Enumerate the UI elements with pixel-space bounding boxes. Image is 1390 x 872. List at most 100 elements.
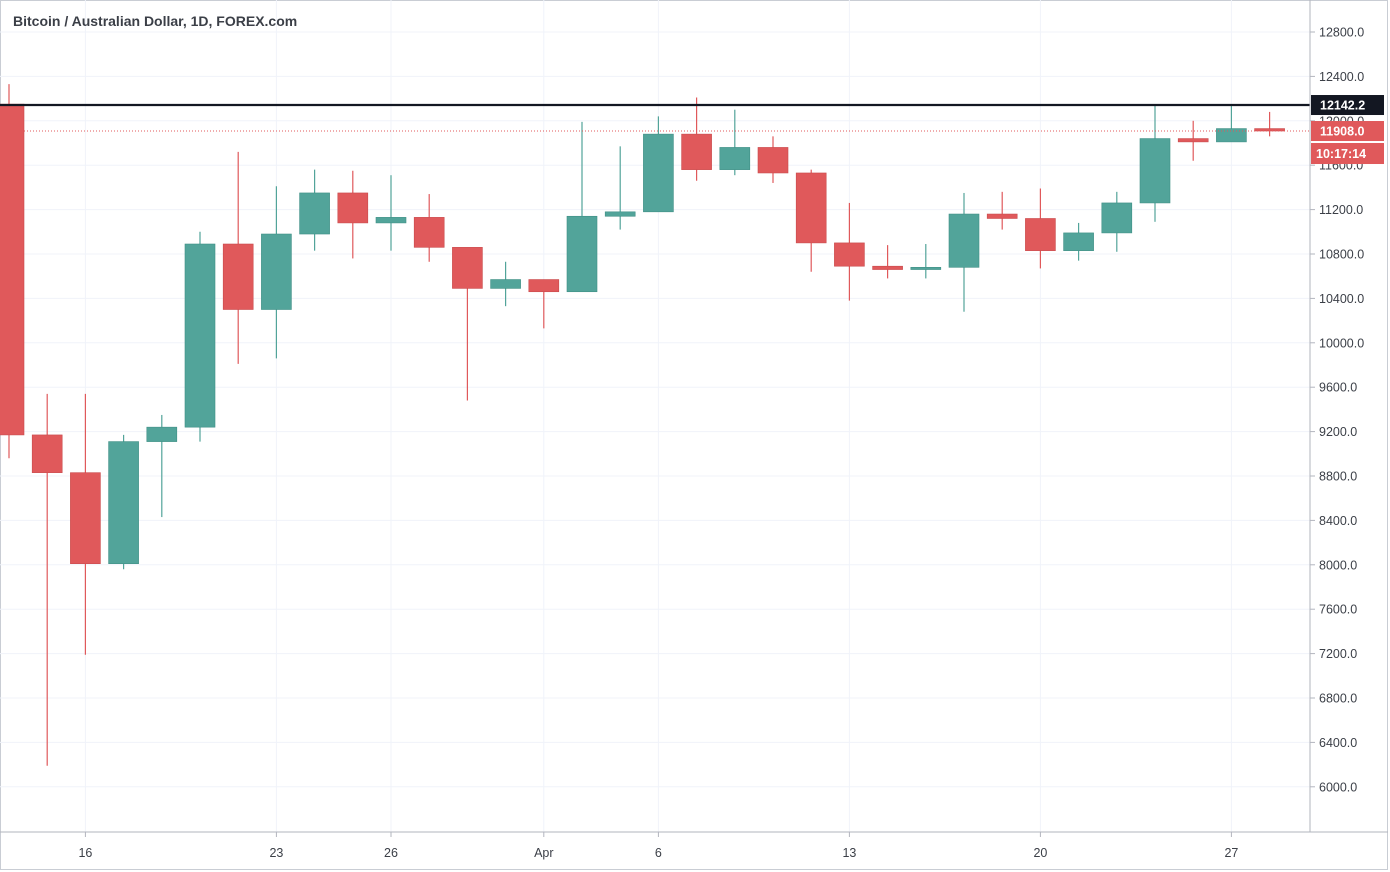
x-tick-label: 27 [1224, 846, 1238, 860]
candle[interactable] [872, 245, 903, 279]
candle-body [70, 472, 101, 564]
candle[interactable] [0, 84, 25, 459]
candle[interactable] [490, 261, 521, 307]
horizontal-line-value: 12142.2 [1320, 99, 1365, 113]
candle-body [375, 217, 407, 224]
candle-body [490, 279, 521, 289]
candle-body [986, 213, 1018, 219]
candle-body [1101, 202, 1133, 234]
candle-body [1177, 138, 1209, 143]
candle[interactable] [1216, 104, 1247, 143]
candle[interactable] [413, 194, 445, 262]
x-tick-label: 13 [842, 846, 856, 860]
x-tick-label: 23 [269, 846, 283, 860]
x-tick-label: 6 [655, 846, 662, 860]
candle[interactable] [1063, 222, 1094, 261]
countdown-value: 10:17:14 [1316, 147, 1366, 161]
candle[interactable] [108, 434, 139, 570]
candle[interactable] [70, 393, 101, 655]
y-tick-label: 9600.0 [1319, 381, 1357, 395]
time-axis[interactable]: 16 23 26 Apr 6 13 20 27 [78, 832, 1238, 860]
candle-body [795, 172, 827, 244]
candle-body [146, 426, 178, 442]
y-tick-label: 7600.0 [1319, 603, 1357, 617]
candle-body [719, 147, 751, 170]
x-tick-label: 16 [78, 846, 92, 860]
candle[interactable] [1025, 188, 1056, 269]
tag-background [1311, 121, 1384, 142]
candle[interactable] [948, 192, 980, 312]
price-axis[interactable]: 12800.012400.012000.011600.011200.010800… [1310, 26, 1364, 795]
candle[interactable] [452, 247, 483, 401]
candle[interactable] [1254, 111, 1285, 137]
tag-background [1311, 95, 1384, 116]
y-tick-label: 10400.0 [1319, 292, 1364, 306]
y-tick-label: 8000.0 [1319, 558, 1357, 572]
candle-body [108, 441, 139, 564]
candle-body [834, 242, 865, 267]
candle-body [337, 192, 369, 224]
candle-body [528, 279, 560, 293]
candle[interactable] [528, 279, 560, 329]
countdown-tag: 10:17:14 [1311, 143, 1384, 165]
x-tick-label: Apr [534, 846, 553, 860]
candle-body [643, 133, 674, 213]
candle-body [1139, 138, 1171, 204]
candle[interactable] [1177, 120, 1209, 161]
candle[interactable] [375, 175, 407, 251]
candle-body [222, 243, 254, 310]
candle[interactable] [910, 244, 942, 279]
candle[interactable] [337, 170, 369, 259]
y-tick-label: 12800.0 [1319, 26, 1364, 40]
candle-body [948, 213, 980, 268]
horizontal-line-tag: 12142.2 [1311, 95, 1384, 116]
y-tick-label: 9200.0 [1319, 425, 1357, 439]
candle-body [910, 267, 942, 270]
price-lines [0, 103, 1310, 132]
candle-body [299, 192, 330, 235]
y-tick-label: 7200.0 [1319, 647, 1357, 661]
candle[interactable] [299, 169, 330, 251]
candle-body [681, 133, 712, 170]
candle-body [184, 243, 216, 428]
candle[interactable] [261, 186, 292, 359]
candle[interactable] [566, 121, 598, 293]
x-tick-label: 20 [1033, 846, 1047, 860]
candle-body [1063, 232, 1094, 251]
y-tick-label: 8800.0 [1319, 470, 1357, 484]
chart-title: Bitcoin / Australian Dollar, 1D, FOREX.c… [13, 13, 297, 29]
candle-body [1025, 218, 1056, 251]
x-tick-label: 26 [384, 846, 398, 860]
candle[interactable] [834, 202, 865, 301]
y-tick-label: 10000.0 [1319, 336, 1364, 350]
last-price-value: 11908.0 [1320, 125, 1365, 139]
candle[interactable] [757, 136, 789, 183]
candle[interactable] [146, 414, 178, 518]
candle-body [261, 233, 292, 310]
candle[interactable] [604, 146, 636, 230]
candle[interactable] [643, 116, 674, 213]
candle[interactable] [184, 231, 216, 442]
candle-body [757, 147, 789, 174]
tag-background [1311, 143, 1384, 165]
candle-body [872, 265, 903, 270]
candle[interactable] [681, 97, 712, 181]
candle-body [0, 103, 25, 436]
y-tick-label: 11200.0 [1319, 203, 1363, 217]
y-tick-label: 12400.0 [1319, 70, 1364, 84]
candle-body [604, 211, 636, 217]
price-tags: 12142.2 11908.0 10:17:14 [1311, 95, 1384, 165]
grid [0, 0, 1310, 832]
candle[interactable] [1101, 191, 1133, 252]
candle[interactable] [1139, 104, 1171, 222]
candle[interactable] [31, 393, 63, 766]
candle[interactable] [719, 109, 751, 176]
candle[interactable] [986, 191, 1018, 230]
candle-body [31, 434, 63, 473]
y-tick-label: 6000.0 [1319, 780, 1357, 794]
candle[interactable] [222, 151, 254, 364]
y-tick-label: 10800.0 [1319, 248, 1364, 262]
y-tick-label: 8400.0 [1319, 514, 1357, 528]
candle[interactable] [795, 169, 827, 272]
